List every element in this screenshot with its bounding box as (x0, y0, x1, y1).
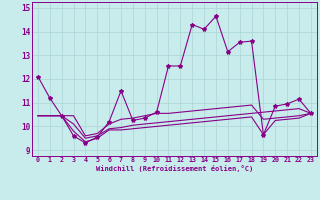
X-axis label: Windchill (Refroidissement éolien,°C): Windchill (Refroidissement éolien,°C) (96, 165, 253, 172)
